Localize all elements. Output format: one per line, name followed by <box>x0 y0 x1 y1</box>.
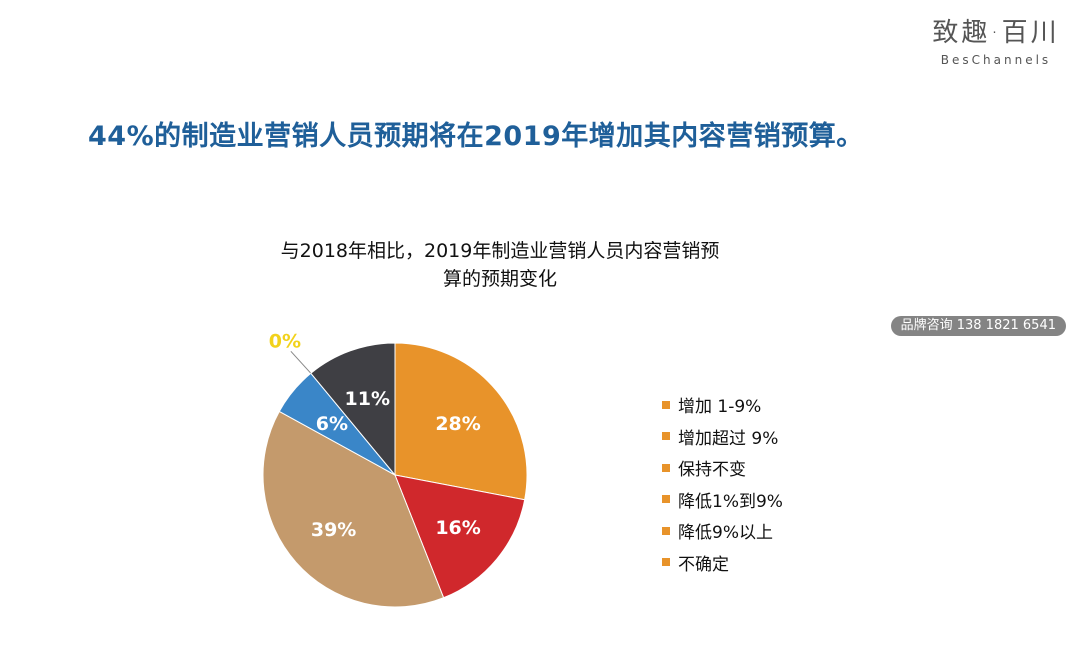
pie-chart: 28% 16% 39% 6% 0% 11% <box>262 330 528 608</box>
pie-slice-label-4: 0% <box>269 330 301 352</box>
legend-item-4: 降低9%以上 <box>662 515 783 547</box>
legend-label-1: 增加超过 9% <box>678 428 779 449</box>
pie-slice-1 <box>394 474 526 599</box>
pie-slice-label-3: 6% <box>316 413 348 435</box>
legend-label-3: 降低1%到9% <box>678 491 783 512</box>
legend-swatch-1 <box>662 432 670 441</box>
legend-swatch-2 <box>662 463 670 472</box>
contact-watermark: 品牌咨询 138 1821 6541 <box>890 316 1066 336</box>
chart-title-line-1: 与2018年相比，2019年制造业营销人员内容营销预 <box>280 240 720 262</box>
legend-label-2: 保持不变 <box>678 460 746 481</box>
pie-slice-label-0: 28% <box>435 413 480 435</box>
pie-slice-5 <box>310 342 396 477</box>
brand-name-cn: 致趣·百川 <box>932 18 1060 48</box>
chart-title: 与2018年相比，2019年制造业营销人员内容营销预 算的预期变化 <box>220 237 780 293</box>
legend-label-0: 增加 1-9% <box>678 397 762 418</box>
legend-label-5: 不确定 <box>678 554 729 575</box>
legend-item-3: 降低1%到9% <box>662 484 783 516</box>
legend-swatch-3 <box>662 495 670 504</box>
pie-slice-label-5: 11% <box>345 388 390 410</box>
chart-title-line-2: 算的预期变化 <box>442 268 557 290</box>
legend-label-4: 降低9%以上 <box>678 523 773 544</box>
pie-slice-label-2: 39% <box>311 519 356 541</box>
legend-swatch-4 <box>662 526 670 535</box>
brand-name-en: BesChannels <box>940 53 1052 67</box>
brand-logo: 致趣·百川 BesChannels <box>926 12 1066 67</box>
legend-swatch-0 <box>662 400 670 409</box>
pie-slice-0 <box>394 342 528 501</box>
chart-legend: 增加 1-9% 增加超过 9% 保持不变降低1%到9% 降低9%以上 不确定 <box>662 389 783 578</box>
legend-item-5: 不确定 <box>662 547 783 579</box>
pie-slice-label-1: 16% <box>435 517 480 539</box>
legend-swatch-5 <box>662 558 670 567</box>
pie-leader-line-4 <box>290 350 312 374</box>
legend-item-1: 增加超过 9% <box>662 421 783 453</box>
legend-item-0: 增加 1-9% <box>662 389 783 421</box>
legend-item-2: 保持不变 <box>662 452 783 484</box>
pie-slice-2 <box>262 410 445 608</box>
headline: 44%的制造业营销人员预期将在2019年增加其内容营销预算。 <box>88 121 864 152</box>
